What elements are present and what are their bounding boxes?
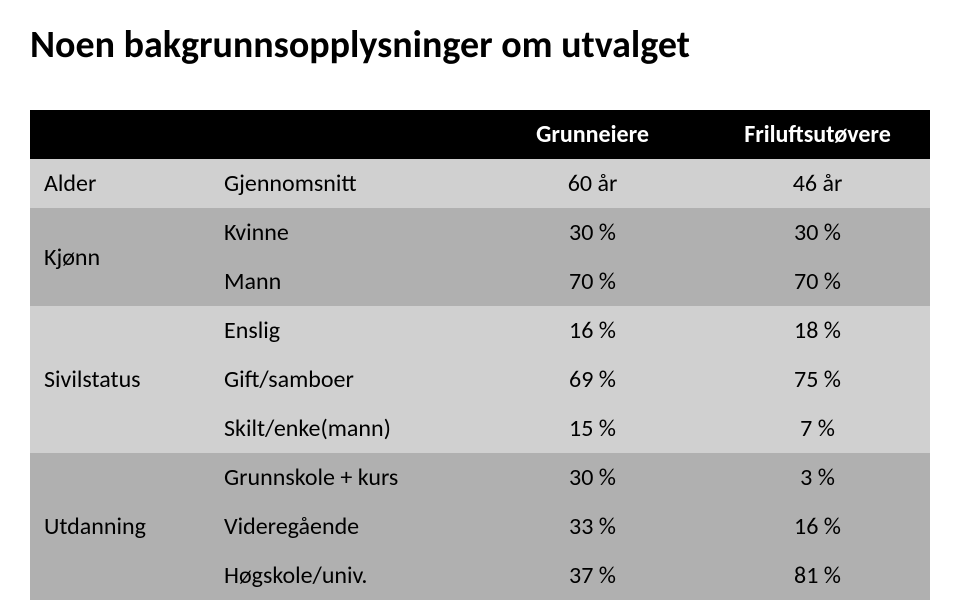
row-value: 37 % bbox=[480, 551, 705, 600]
row-value: 15 % bbox=[480, 404, 705, 453]
row-label: Mann bbox=[210, 257, 480, 306]
category-sivilstatus: Sivilstatus bbox=[30, 306, 210, 453]
row-label: Høgskole/univ. bbox=[210, 551, 480, 600]
table-row: Alder Gjennomsnitt 60 år 46 år bbox=[30, 159, 930, 208]
row-value: 16 % bbox=[480, 306, 705, 355]
row-value: 7 % bbox=[705, 404, 930, 453]
row-value: 18 % bbox=[705, 306, 930, 355]
table-row: Sivilstatus Enslig 16 % 18 % bbox=[30, 306, 930, 355]
row-value: 60 år bbox=[480, 159, 705, 208]
category-alder: Alder bbox=[30, 159, 210, 208]
header-col1: Grunneiere bbox=[480, 110, 705, 159]
row-label: Gift/samboer bbox=[210, 355, 480, 404]
category-kjonn: Kjønn bbox=[30, 208, 210, 306]
row-value: 46 år bbox=[705, 159, 930, 208]
row-value: 70 % bbox=[480, 257, 705, 306]
row-label: Grunnskole + kurs bbox=[210, 453, 480, 502]
row-value: 30 % bbox=[480, 453, 705, 502]
header-blank2 bbox=[210, 110, 480, 159]
row-value: 70 % bbox=[705, 257, 930, 306]
table-row: Utdanning Grunnskole + kurs 30 % 3 % bbox=[30, 453, 930, 502]
table-header-row: Grunneiere Friluftsutøvere bbox=[30, 110, 930, 159]
row-value: 30 % bbox=[705, 208, 930, 257]
row-label: Gjennomsnitt bbox=[210, 159, 480, 208]
row-value: 33 % bbox=[480, 502, 705, 551]
row-label: Videregående bbox=[210, 502, 480, 551]
row-label: Enslig bbox=[210, 306, 480, 355]
row-value: 16 % bbox=[705, 502, 930, 551]
table-row: Kjønn Kvinne 30 % 30 % bbox=[30, 208, 930, 257]
page-title: Noen bakgrunnsopplysninger om utvalget bbox=[30, 22, 930, 68]
header-blank1 bbox=[30, 110, 210, 159]
row-value: 69 % bbox=[480, 355, 705, 404]
row-label: Skilt/enke(mann) bbox=[210, 404, 480, 453]
row-value: 75 % bbox=[705, 355, 930, 404]
row-value: 30 % bbox=[480, 208, 705, 257]
row-value: 3 % bbox=[705, 453, 930, 502]
data-table: Grunneiere Friluftsutøvere Alder Gjennom… bbox=[30, 110, 930, 600]
header-col2: Friluftsutøvere bbox=[705, 110, 930, 159]
row-label: Kvinne bbox=[210, 208, 480, 257]
row-value: 81 % bbox=[705, 551, 930, 600]
